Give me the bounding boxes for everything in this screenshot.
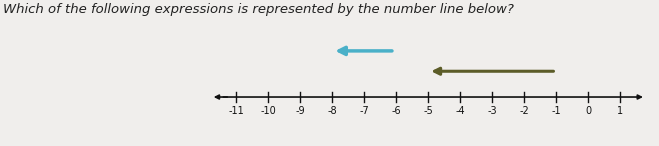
Text: -9: -9 [296,106,305,116]
Text: -1: -1 [552,106,561,116]
Text: -8: -8 [328,106,337,116]
Text: -4: -4 [455,106,465,116]
Text: -11: -11 [229,106,244,116]
Text: -7: -7 [360,106,369,116]
Text: 1: 1 [617,106,623,116]
Text: -5: -5 [424,106,433,116]
Text: -6: -6 [391,106,401,116]
Text: Which of the following expressions is represented by the number line below?: Which of the following expressions is re… [3,3,514,16]
Text: -2: -2 [519,106,529,116]
Text: 0: 0 [585,106,591,116]
Text: -3: -3 [488,106,497,116]
Text: -10: -10 [260,106,276,116]
